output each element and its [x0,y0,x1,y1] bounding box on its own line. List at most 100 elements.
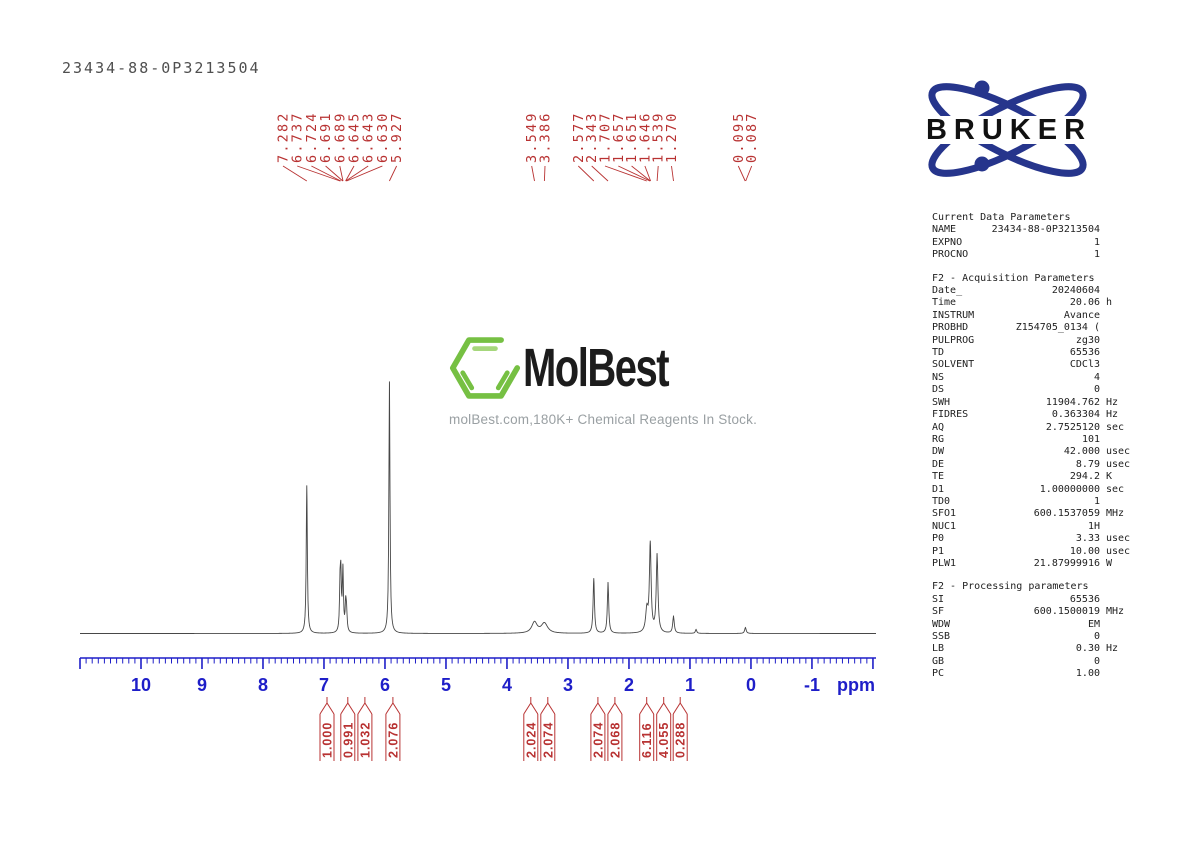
integral-bracket [646,702,655,715]
molbest-brand-text: MolBest [523,338,670,398]
param-label: DS [932,384,945,396]
integral-value: 2.068 [608,722,622,758]
param-value: zg30 [1075,334,1100,346]
param-unit: sec [1106,421,1125,433]
param-label: DE [932,458,945,470]
axis-tick-label: 4 [502,675,512,695]
param-row: SSB 0 [932,631,1138,643]
params-section: F2 - Processing parameters SI 65536 SF 600.1… [932,581,1142,680]
param-row: D1 1.00000000 sec [932,484,1138,496]
param-value: 23434-88-0P3213504 [991,224,1100,236]
peak-label: 3.386 [538,111,554,163]
param-row: WDW EM [932,619,1138,631]
param-unit [1106,372,1138,384]
param-row: TD 65536 [932,347,1138,359]
peak-label-connector [345,165,355,182]
param-label: SI [932,593,945,605]
integral-value: 2.024 [524,722,538,758]
integral-bracket [319,702,328,715]
param-unit: K [1106,471,1113,483]
param-unit: h [1106,297,1113,309]
integral-bracket [540,702,549,715]
param-value: EM [1087,618,1100,630]
param-unit [1106,249,1138,261]
param-label: NUC1 [932,520,957,532]
param-unit [1106,310,1138,322]
integral-value: 0.991 [341,722,355,758]
param-value: 65536 [1069,347,1100,359]
param-row: PC 1.00 [932,668,1138,680]
param-row: SF 600.1500019 MHz [932,606,1138,618]
param-label: WDW [932,618,951,630]
parameters-panel: Current Data Parameters NAME 23434-88-0P32… [932,212,1142,692]
axis-tick-label: 10 [131,675,151,695]
param-label: P0 [932,533,945,545]
param-value: 0 [1093,384,1100,396]
param-value: Avance [1063,309,1100,321]
param-label: INSTRUM [932,309,975,321]
integral-bracket [639,702,648,715]
integral-value: 1.000 [321,722,335,758]
param-value: 8.79 [1075,458,1100,470]
param-unit [1106,237,1138,249]
spectrum-trace [80,381,876,634]
param-unit [1106,347,1138,359]
peak-label-connector [543,165,546,182]
param-row: PROCNO 1 [932,249,1138,261]
param-label: SOLVENT [932,359,975,371]
param-value: 4 [1093,371,1100,383]
param-unit [1106,594,1138,606]
peak-label-connector [737,165,746,182]
params-section: Current Data Parameters NAME 23434-88-0P32… [932,212,1142,262]
param-unit: usec [1106,458,1131,470]
param-row: NAME 23434-88-0P3213504 [932,224,1138,236]
param-unit: usec [1106,446,1131,458]
param-row: DS 0 [932,384,1138,396]
bruker-ellipse-right [928,83,1087,177]
param-value: 1 [1093,236,1100,248]
param-label: PROBHD [932,322,969,334]
param-unit [1106,384,1138,396]
param-row: AQ 2.7525120 sec [932,422,1138,434]
param-row: GB 0 [932,656,1138,668]
axis-tick-label: 8 [258,675,268,695]
peak-label: 6.691 [318,111,334,163]
param-row: SWH 11904.762 Hz [932,397,1138,409]
peak-label-connector [631,165,651,182]
param-row: Date_ 20240604 [932,285,1138,297]
param-label: Date_ [932,285,963,297]
bruker-logo-graphic: BRUKER [920,80,1098,177]
params-section-header: F2 - Processing parameters [932,581,1089,593]
integral-bracket [597,702,606,715]
hexagon-bond-right [495,370,510,391]
peak-label-connector [591,165,609,182]
peak-label: 1.270 [664,111,680,163]
param-row: RG 101 [932,434,1138,446]
axis-tick-label: -1 [804,675,820,695]
integral-value: 2.074 [591,722,605,758]
param-label: Time [932,297,957,309]
param-label: NS [932,371,945,383]
param-value: 11904.762 [1045,396,1100,408]
param-value: 0 [1093,631,1100,642]
integral-bracket [364,702,373,715]
param-label: GB [932,655,945,667]
integral-bracket [530,702,539,715]
param-row: EXPNO 1 [932,237,1138,249]
peak-label: 1.707 [598,111,614,163]
param-unit [1106,631,1138,643]
integral-value: 2.074 [541,722,555,758]
param-label: PROCNO [932,249,969,261]
integral-bracket [672,702,681,715]
bruker-wordmark: BRUKER [926,114,1092,146]
param-value: 101 [1081,433,1100,445]
peak-label: 3.549 [524,111,540,163]
param-value: 20240604 [1051,285,1100,297]
param-unit: MHz [1106,508,1125,520]
param-label: SFO1 [932,508,957,520]
peak-label-connector [339,165,344,182]
param-unit [1106,619,1138,631]
integral-bracket [523,702,532,715]
molbest-watermark: MolBest molBest.com,180K+ Chemical Reage… [449,332,757,427]
